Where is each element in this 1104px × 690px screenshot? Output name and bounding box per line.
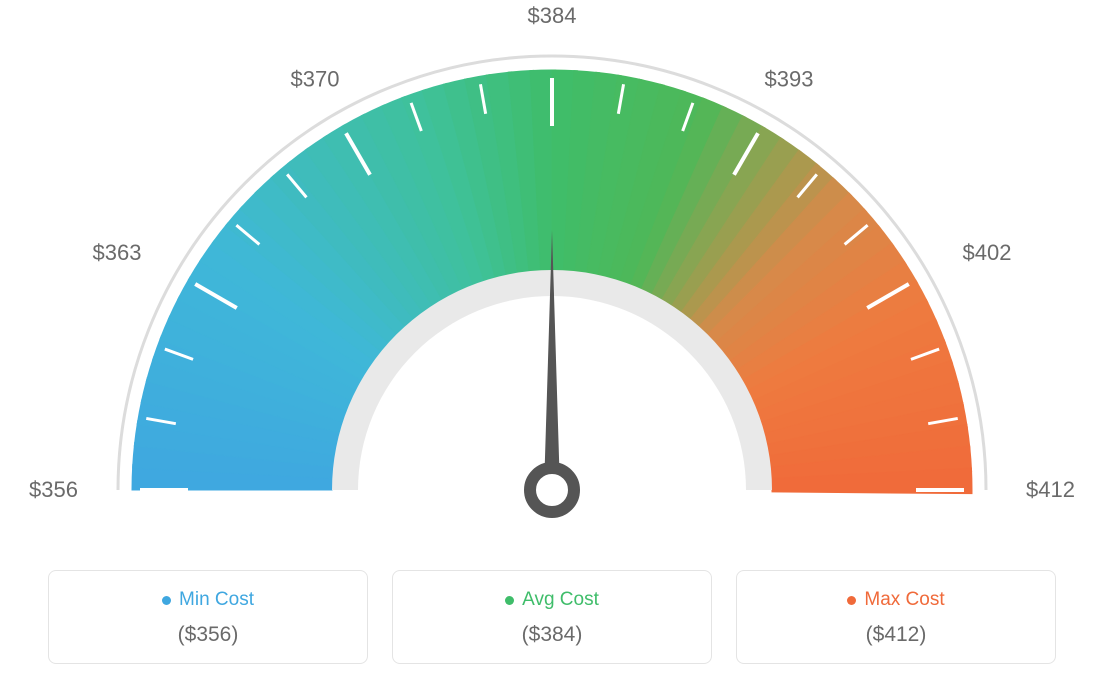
legend-dot-max	[847, 596, 856, 605]
gauge-tick-label: $412	[1026, 477, 1075, 502]
legend-min-label: Min Cost	[179, 589, 254, 611]
legend-avg-label: Avg Cost	[522, 589, 599, 611]
gauge-tick-label: $370	[291, 67, 340, 92]
legend-min-label-row: Min Cost	[59, 589, 357, 611]
legend-max-label-row: Max Cost	[747, 589, 1045, 611]
gauge-tick-label: $356	[29, 477, 78, 502]
gauge-tick-label: $384	[528, 3, 577, 28]
legend-avg-label-row: Avg Cost	[403, 589, 701, 611]
legend-card-min: Min Cost ($356)	[48, 570, 368, 664]
legend-max-label: Max Cost	[864, 589, 944, 611]
gauge-tick-label: $363	[93, 240, 142, 265]
legend-card-avg: Avg Cost ($384)	[392, 570, 712, 664]
gauge-needle-base	[530, 468, 574, 512]
gauge-svg: $356 $363 $370 $384 $393 $402 $412	[0, 0, 1104, 560]
legend-row: Min Cost ($356) Avg Cost ($384) Max Cost…	[0, 570, 1104, 664]
gauge-chart: $356 $363 $370 $384 $393 $402 $412	[0, 0, 1104, 560]
legend-avg-value: ($384)	[403, 623, 701, 647]
legend-card-max: Max Cost ($412)	[736, 570, 1056, 664]
legend-max-value: ($412)	[747, 623, 1045, 647]
legend-min-value: ($356)	[59, 623, 357, 647]
gauge-tick-label: $393	[765, 67, 814, 92]
legend-dot-avg	[505, 596, 514, 605]
legend-dot-min	[162, 596, 171, 605]
gauge-tick-label: $402	[962, 240, 1011, 265]
